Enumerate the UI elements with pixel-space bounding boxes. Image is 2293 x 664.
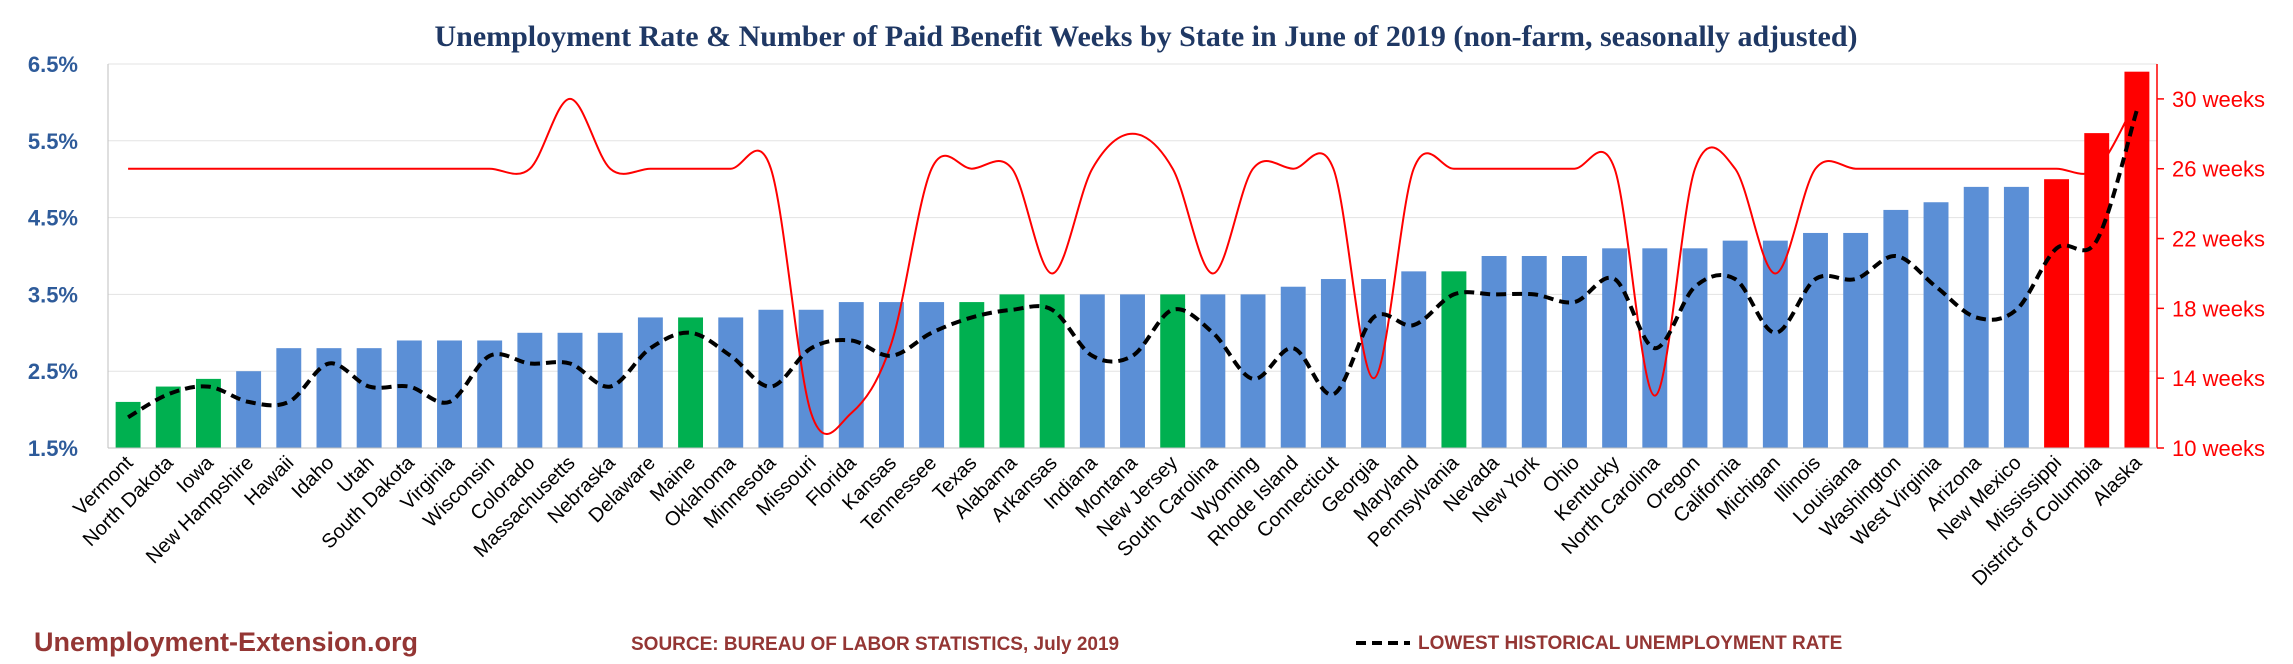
axes [107, 64, 2164, 449]
bar [396, 340, 422, 448]
left-tick-label: 5.5% [28, 129, 78, 154]
bar [115, 401, 141, 448]
bar [1441, 271, 1467, 448]
bar [878, 302, 904, 448]
source-note: SOURCE: BUREAU OF LABOR STATISTICS, July… [631, 634, 1119, 655]
site-name: Unemployment-Extension.org [34, 627, 418, 657]
bar [236, 371, 262, 448]
bar [999, 294, 1025, 448]
bar [1481, 256, 1507, 448]
right-tick-label: 14 weeks [2172, 366, 2265, 391]
left-axis-ticks: 1.5% 2.5% 3.5% 4.5% 5.5% 6.5% [28, 52, 78, 461]
bar [758, 309, 784, 448]
right-tick-label: 26 weeks [2172, 157, 2265, 182]
left-tick-label: 6.5% [28, 52, 78, 77]
chart-title: Unemployment Rate & Number of Paid Benef… [434, 20, 1857, 53]
left-tick-label: 1.5% [28, 436, 78, 461]
bar [678, 317, 704, 448]
legend-label: LOWEST HISTORICAL UNEMPLOYMENT RATE [1418, 633, 1842, 654]
bar [2124, 71, 2150, 449]
series-lines [127, 97, 2139, 436]
bar [1160, 294, 1186, 448]
bar [517, 332, 543, 448]
left-tick-label: 3.5% [28, 282, 78, 307]
left-tick-label: 2.5% [28, 359, 78, 384]
x-tick-label: Idaho [288, 452, 339, 503]
bar [1401, 271, 1427, 448]
bar [1883, 209, 1909, 448]
bar [1320, 279, 1346, 448]
bar [1561, 256, 1587, 448]
bar [1762, 240, 1788, 448]
bar [838, 302, 864, 448]
bar [919, 302, 945, 448]
bar [1803, 232, 1828, 448]
bar [1722, 240, 1748, 448]
bar [1120, 294, 1145, 448]
bar [1200, 294, 1226, 448]
bar [959, 302, 985, 448]
bar [1923, 202, 1949, 448]
bar [356, 348, 382, 448]
bar [557, 332, 583, 448]
bar [1079, 294, 1105, 448]
bar [637, 317, 663, 448]
benefit-weeks-line [128, 97, 2138, 436]
bar [1240, 294, 1266, 448]
right-tick-label: 22 weeks [2172, 227, 2265, 252]
right-axis-ticks: 10 weeks 14 weeks 18 weeks 22 weeks 26 weeks… [2172, 87, 2265, 461]
bar [597, 332, 623, 448]
bar [1280, 286, 1306, 448]
bar [1521, 256, 1547, 448]
bar [2044, 179, 2070, 448]
right-tick-label: 10 weeks [2172, 436, 2265, 461]
right-tick-label: 18 weeks [2172, 296, 2265, 321]
lowest-historical-line [127, 109, 2139, 420]
bar [1843, 232, 1869, 448]
bar [276, 348, 302, 448]
left-tick-label: 4.5% [28, 206, 78, 231]
bar [155, 386, 181, 448]
bar [798, 309, 824, 448]
bar [718, 317, 744, 448]
bar [1361, 279, 1387, 448]
bar [1602, 248, 1628, 448]
bar [2003, 186, 2029, 448]
right-tick-label: 30 weeks [2172, 87, 2265, 112]
bar [477, 340, 503, 448]
bar [2084, 133, 2110, 448]
bars [115, 71, 2150, 449]
